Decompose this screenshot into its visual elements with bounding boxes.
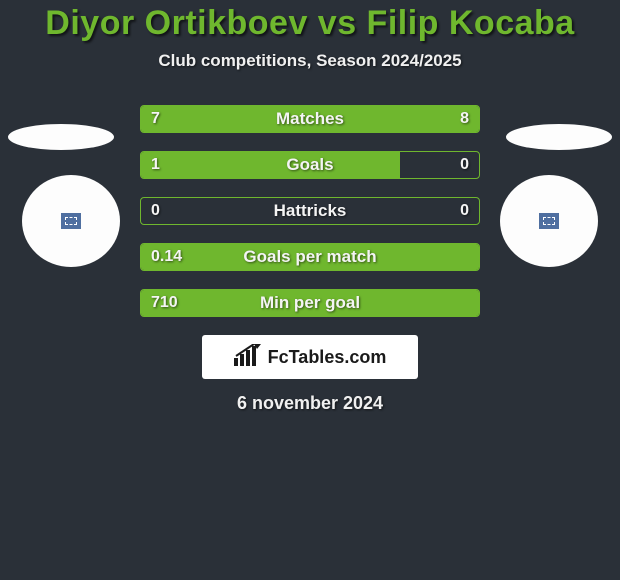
stat-row-matches: 7 Matches 8 — [140, 105, 480, 133]
bar-left — [141, 244, 479, 270]
player2-ellipse — [506, 124, 612, 150]
stat-left-value: 0 — [151, 198, 160, 224]
page-title: Diyor Ortikboev vs Filip Kocaba — [0, 4, 620, 43]
bar-right — [299, 106, 479, 132]
stat-label: Hattricks — [141, 198, 479, 224]
flag-icon — [539, 213, 559, 229]
date-line: 6 november 2024 — [0, 393, 620, 414]
logo-text: FcTables.com — [268, 347, 387, 368]
stat-row-mpg: 710 Min per goal — [140, 289, 480, 317]
bar-left — [141, 106, 299, 132]
chart-icon — [234, 344, 262, 371]
subtitle: Club competitions, Season 2024/2025 — [0, 51, 620, 71]
stats-panel: 7 Matches 8 1 Goals 0 0 Hattricks 0 0.14… — [140, 105, 480, 317]
stat-row-gpm: 0.14 Goals per match — [140, 243, 480, 271]
player2-badge-circle — [500, 175, 598, 267]
bar-left — [141, 290, 479, 316]
bar-left — [141, 152, 400, 178]
stat-right-value: 0 — [460, 198, 469, 224]
player1-ellipse — [8, 124, 114, 150]
flag-icon — [61, 213, 81, 229]
stat-row-goals: 1 Goals 0 — [140, 151, 480, 179]
stat-row-hattricks: 0 Hattricks 0 — [140, 197, 480, 225]
player1-badge-circle — [22, 175, 120, 267]
stat-right-value: 0 — [460, 152, 469, 178]
logo-box[interactable]: FcTables.com — [202, 335, 418, 379]
